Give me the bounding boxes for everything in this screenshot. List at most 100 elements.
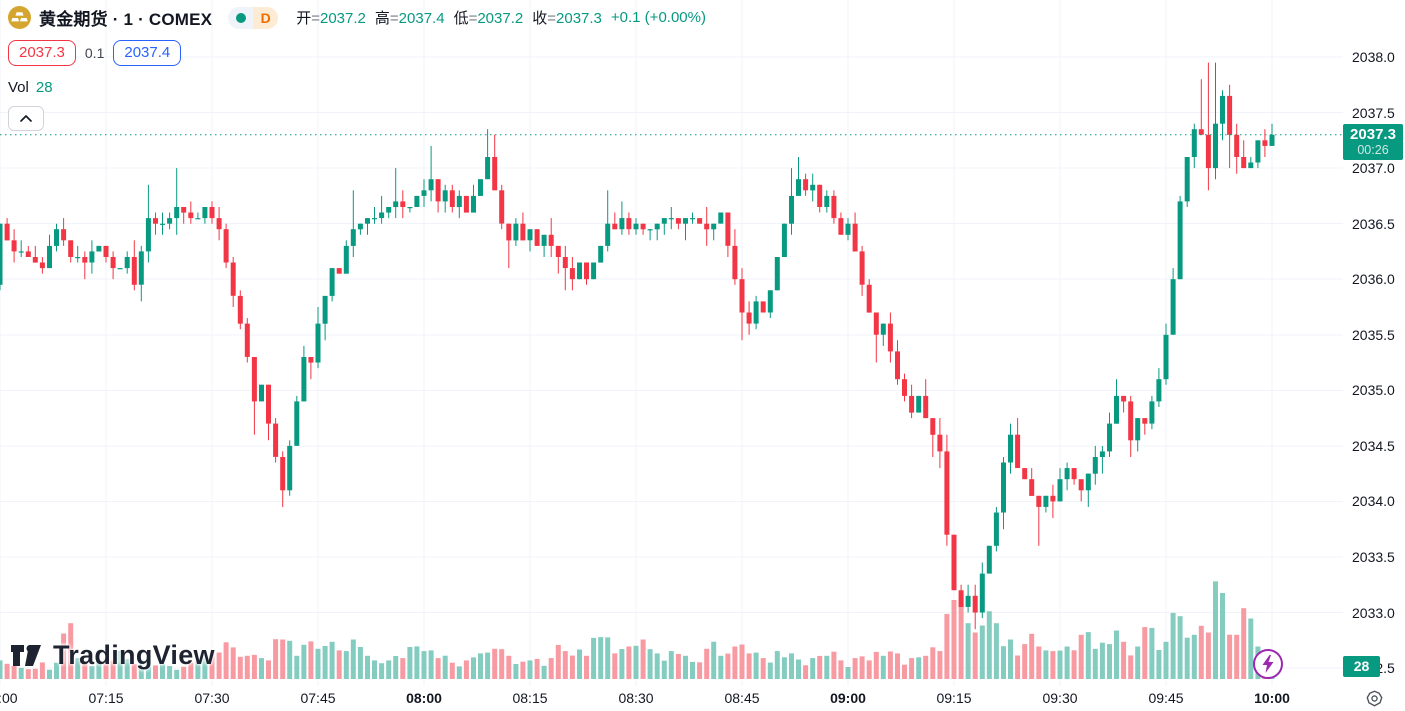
candle-body — [407, 207, 413, 209]
volume-bar — [654, 653, 660, 679]
time-tick-label: 07:15 — [88, 690, 124, 706]
candle-body — [1198, 129, 1204, 135]
candle-body — [117, 268, 123, 270]
volume-bar — [1227, 634, 1233, 679]
volume-bar — [647, 649, 653, 679]
candle-body — [365, 218, 370, 224]
current-volume-badge: 28 — [1343, 655, 1380, 677]
tradingview-logo-icon — [11, 645, 41, 666]
candle-body — [789, 195, 794, 224]
candle-body — [513, 223, 519, 241]
candle-body — [584, 262, 589, 280]
price-axis[interactable]: 2037.3 00:26 28 2038.0 2037.5 2037.0 2036.5… — [1343, 0, 1405, 686]
volume-bar — [259, 658, 264, 679]
ohlc-legend: 开=2037.2 高=2037.4 低=2037.2 收=2037.3 +0.1… — [296, 9, 706, 27]
volume-bar — [866, 660, 872, 679]
candle-body — [336, 268, 342, 274]
volume-bar — [986, 611, 992, 679]
volume-bar — [357, 647, 363, 679]
candle-body — [223, 229, 229, 263]
volume-bar — [400, 658, 406, 679]
volume-bar — [1163, 641, 1169, 679]
volume-current-value: 28 — [35, 79, 53, 96]
candle-body — [379, 212, 385, 219]
candle-body — [18, 251, 24, 253]
volume-bar — [1149, 627, 1155, 680]
price-tick-label: 2036.5 — [1352, 215, 1395, 232]
volume-bar — [944, 613, 950, 679]
volume-bar — [244, 655, 250, 680]
volume-bar — [47, 669, 52, 679]
candle-body — [668, 218, 674, 220]
current-price-value: 2037.3 — [1350, 125, 1396, 143]
candle-body — [54, 229, 59, 246]
candle-body — [322, 295, 328, 324]
bid-price-button[interactable]: 2037.3 — [8, 40, 76, 66]
candle-body — [414, 195, 420, 207]
candle-body — [89, 251, 95, 263]
collapse-indicators-button[interactable] — [8, 106, 44, 131]
candle-body — [577, 262, 582, 280]
volume-bar — [407, 647, 413, 679]
candle-body — [1121, 395, 1127, 402]
candle-body — [944, 451, 950, 535]
candle-body — [1001, 462, 1006, 513]
volume-bar — [492, 648, 498, 679]
candle-body — [654, 223, 660, 230]
candle-body — [767, 290, 773, 313]
gold-futures-symbol-icon — [8, 6, 31, 29]
volume-bar — [237, 656, 243, 679]
interval-status-pill[interactable]: D — [228, 6, 279, 29]
volume-bar — [548, 658, 554, 679]
candle-body — [1177, 201, 1183, 280]
tradingview-watermark-logo[interactable]: TradingView — [10, 640, 215, 671]
chart-pane[interactable] — [0, 0, 1343, 686]
volume-bar — [1170, 612, 1176, 679]
price-tick-label: 2036.0 — [1352, 271, 1395, 288]
volume-bar — [1057, 650, 1063, 679]
candle-body — [1029, 479, 1035, 496]
candle-body — [329, 268, 335, 296]
candle-body — [308, 357, 314, 363]
volume-bar — [1001, 646, 1006, 679]
volume-bar — [739, 644, 745, 679]
candle-body — [619, 218, 625, 230]
volume-bar — [1015, 655, 1021, 679]
price-tick-label: 2033.0 — [1352, 604, 1395, 621]
ask-price-button[interactable]: 2037.4 — [113, 40, 182, 66]
candle-body — [237, 295, 243, 324]
time-axis[interactable]: 07:00 07:15 07:30 07:45 08:00 08:15 08:30 08:45… — [0, 686, 1343, 711]
price-tick-label: 2035.0 — [1352, 382, 1395, 399]
volume-bar — [937, 651, 943, 679]
symbol-title[interactable]: 黄金期货 · 1 · COMEX — [39, 10, 213, 29]
high-label: 高 — [374, 10, 390, 27]
candle-body — [633, 223, 639, 230]
candle-body — [294, 401, 300, 446]
candle-body — [145, 218, 151, 252]
candle-body — [951, 534, 957, 591]
volume-bar — [873, 651, 879, 679]
candle-body — [534, 229, 540, 246]
low-value: 2037.2 — [477, 10, 524, 27]
candle-body — [612, 223, 618, 230]
volume-bar — [513, 664, 519, 679]
interval-d-badge[interactable]: D — [253, 6, 279, 29]
time-axis-settings-gear-icon[interactable] — [1366, 690, 1383, 707]
volume-bar — [421, 651, 427, 679]
candle-body — [266, 384, 271, 424]
volume-bar — [506, 655, 512, 680]
quick-trade-lightning-button[interactable] — [1253, 649, 1283, 679]
volume-bar — [442, 655, 448, 679]
volume-bar — [1043, 650, 1049, 679]
volume-bar — [683, 655, 688, 680]
volume-bar — [428, 650, 434, 679]
volume-bar — [1071, 650, 1077, 679]
volume-bar — [591, 637, 597, 679]
volume-bar — [1022, 644, 1028, 679]
candle-body — [704, 223, 710, 230]
volume-bar — [803, 665, 809, 679]
volume-bar — [605, 637, 611, 679]
time-tick-label: 07:00 — [0, 690, 18, 706]
candle-body — [781, 223, 787, 257]
volume-bar — [1184, 637, 1190, 679]
